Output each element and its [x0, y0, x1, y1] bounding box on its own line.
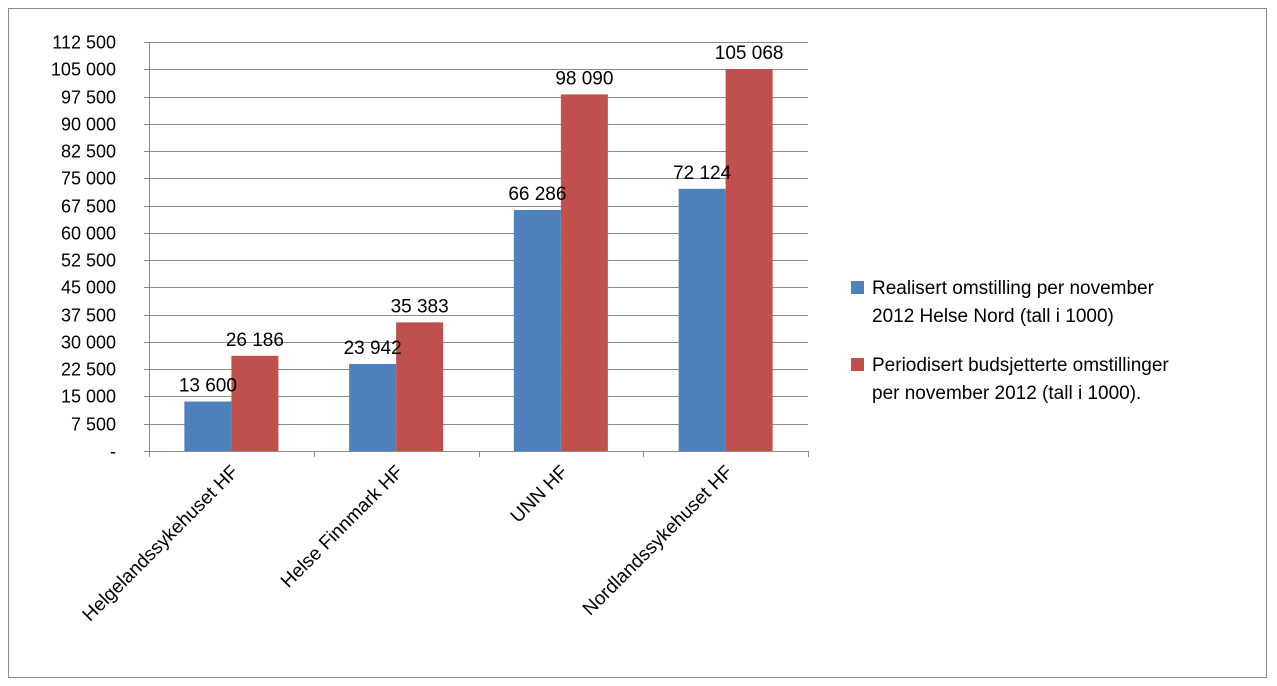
data-label: 13 600	[179, 376, 237, 397]
legend-swatch	[851, 358, 864, 371]
y-tick-label: 67 500	[61, 197, 116, 217]
y-tick-label: 75 000	[61, 169, 116, 189]
y-tick-label: 60 000	[61, 224, 116, 244]
y-tick-label: 97 500	[61, 88, 116, 108]
y-tick-label: 112 500	[52, 33, 116, 53]
category-label: Helgelandssykehuset HF	[79, 462, 243, 626]
data-label: 66 286	[508, 184, 566, 205]
category-label: Nordlandssykehuset HF	[579, 462, 737, 620]
y-tick-label: 37 500	[61, 306, 116, 326]
data-labels: 13 600 23 942 66 286 72 124 26 186 35 383 98 0…	[179, 43, 784, 397]
y-tick-label: 30 000	[61, 333, 116, 353]
bar-periodisert-1	[396, 322, 444, 451]
y-tick-label: 82 500	[61, 142, 116, 162]
y-axis: - 7 500 15 000 22 500 30 000 37 500 45 000 52 5…	[51, 33, 150, 462]
y-tick-label: 22 500	[61, 360, 116, 380]
category-label: Helse Finnmark HF	[277, 462, 408, 593]
y-tick-label: 52 500	[61, 251, 116, 271]
bar-periodisert-0	[231, 355, 279, 451]
legend-label: per november 2012 (tall i 1000).	[872, 383, 1141, 404]
y-tick-label: 45 000	[61, 278, 116, 298]
y-tick-label: 15 000	[61, 387, 116, 407]
data-label: 26 186	[226, 330, 284, 351]
y-tick-label: 105 000	[51, 60, 116, 80]
bar-realisert-0	[184, 401, 232, 451]
y-tick-label: -	[110, 442, 116, 462]
category-label: UNN HF	[507, 462, 573, 528]
y-tick-label: 7 500	[71, 415, 116, 435]
legend-label: 2012 Helse Nord (tall i 1000)	[872, 306, 1114, 327]
legend-swatch	[851, 281, 864, 294]
data-label: 23 942	[344, 338, 402, 359]
bar-series	[184, 69, 773, 452]
bar-realisert-1	[349, 363, 397, 451]
legend-label: Periodisert budsjetterte omstillinger	[872, 355, 1169, 376]
bar-realisert-2	[513, 210, 561, 451]
data-label: 35 383	[391, 296, 449, 317]
legend-label: Realisert omstilling per november	[872, 278, 1155, 299]
bar-periodisert-3	[725, 69, 773, 452]
data-label: 98 090	[555, 68, 613, 89]
bar-realisert-3	[678, 188, 726, 451]
bar-periodisert-2	[560, 94, 608, 451]
x-axis: Helgelandssykehuset HF Helse Finnmark HF U…	[79, 451, 809, 626]
data-label: 105 068	[715, 43, 784, 64]
legend: Realisert omstilling per november 2012 He…	[851, 278, 1169, 404]
y-tick-label: 90 000	[61, 115, 116, 135]
data-label: 72 124	[673, 163, 732, 184]
